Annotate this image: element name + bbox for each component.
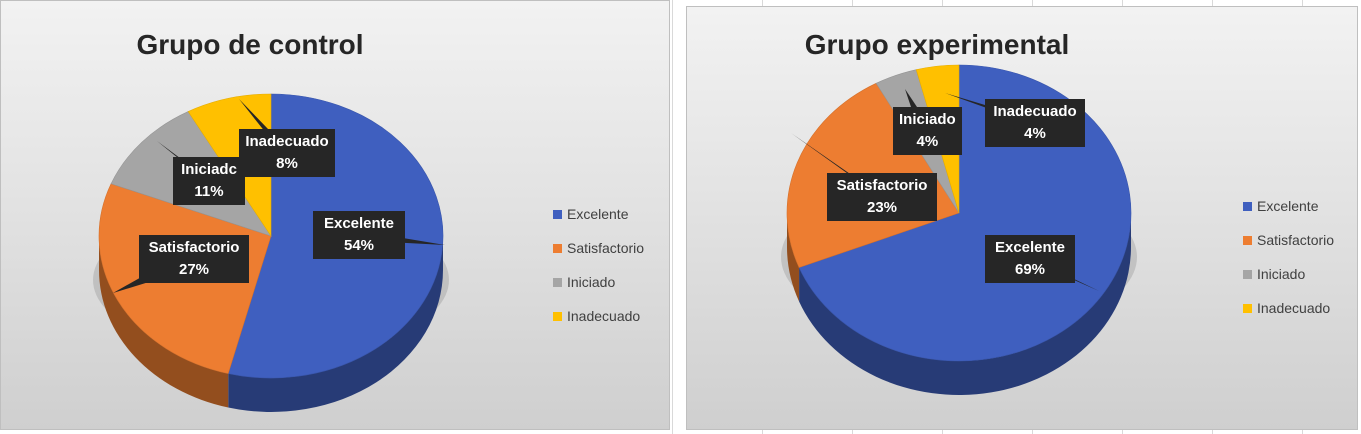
data-label-category: Iniciado [899, 111, 956, 128]
legend-label: Iniciado [1257, 266, 1306, 282]
legend-item-iniciado[interactable]: Iniciado [1243, 257, 1334, 291]
legend-swatch [553, 243, 562, 253]
legend: Excelente Satisfactorio Iniciado Inadecuado [553, 197, 644, 333]
legend-item-excelente[interactable]: Excelente [553, 197, 644, 231]
data-label-value: 4% [1024, 125, 1046, 142]
chart-title: Grupo de control [136, 29, 364, 60]
legend-item-satisfactorio[interactable]: Satisfactorio [553, 231, 644, 265]
legend-item-iniciado[interactable]: Iniciado [553, 265, 644, 299]
legend-swatch [1243, 201, 1252, 211]
data-label-category: Excelente [323, 215, 395, 232]
legend-swatch [553, 209, 562, 219]
data-label-value: 27% [178, 261, 210, 278]
data-label-satisfactorio[interactable]: Satisfactorio 23% [827, 173, 937, 221]
data-label-iniciado[interactable]: Iniciadc 11% [173, 157, 245, 205]
chart-grupo-de-control[interactable]: Grupo de control Excelente Satisfactorio I… [0, 0, 670, 430]
data-label-excelente[interactable]: Excelente 69% [985, 235, 1075, 283]
data-label-category: Satisfactorio [836, 177, 928, 194]
data-label-category: Inadecuado [993, 103, 1077, 120]
legend-swatch [553, 311, 562, 321]
legend-swatch [1243, 235, 1252, 245]
legend-label: Inadecuado [1257, 300, 1331, 316]
legend-label: Inadecuado [567, 308, 641, 324]
pie-side-excelente [228, 236, 443, 412]
chart-title: Grupo experimental [804, 29, 1070, 60]
data-label-inadecuado[interactable]: Inadecuado 4% [985, 99, 1085, 147]
legend-item-satisfactorio[interactable]: Satisfactorio [1243, 223, 1334, 257]
pie-side-satisfactorio [99, 236, 229, 408]
data-label-category: Iniciadc [181, 161, 237, 178]
legend: Excelente Satisfactorio Iniciado Inadecuado [1243, 189, 1334, 325]
legend-label: Excelente [567, 206, 629, 222]
legend-label: Satisfactorio [1257, 232, 1335, 248]
legend-item-inadecuado[interactable]: Inadecuado [553, 299, 644, 333]
data-label-value: 8% [276, 155, 298, 172]
data-label-category: Satisfactorio [148, 239, 240, 256]
legend-label: Iniciado [567, 274, 616, 290]
pie-side-satisfactorio [787, 213, 800, 302]
legend-item-inadecuado[interactable]: Inadecuado [1243, 291, 1334, 325]
data-label-value: 4% [916, 133, 939, 150]
data-label-value: 69% [1014, 261, 1046, 278]
data-label-value: 23% [866, 199, 898, 216]
data-label-category: Excelente [994, 239, 1066, 256]
legend-swatch [1243, 303, 1252, 313]
data-label-inadecuado[interactable]: Inadecuado 8% [239, 129, 335, 177]
data-label-value: 54% [343, 237, 375, 254]
chart-grupo-experimental[interactable]: Grupo experimental Excelente Satisfactori… [686, 6, 1358, 430]
data-label-category: Inadecuado [245, 133, 329, 150]
data-label-satisfactorio[interactable]: Satisfactorio 27% [139, 235, 249, 283]
data-label-value: 11% [194, 183, 224, 200]
legend-item-excelente[interactable]: Excelente [1243, 189, 1334, 223]
legend-label: Satisfactorio [567, 240, 645, 256]
data-label-excelente[interactable]: Excelente 54% [313, 211, 405, 259]
legend-swatch [1243, 269, 1252, 279]
pie-side-excelente [799, 213, 1131, 395]
data-label-iniciado[interactable]: Iniciado 4% [893, 107, 962, 155]
legend-label: Excelente [1257, 198, 1319, 214]
legend-swatch [553, 277, 562, 287]
